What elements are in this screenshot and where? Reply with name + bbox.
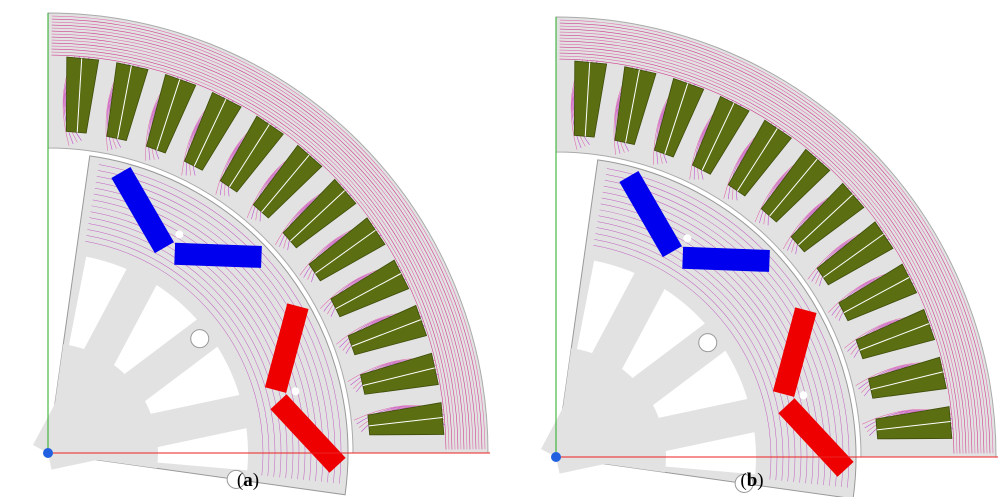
caption-letter: b bbox=[747, 470, 758, 491]
origin bbox=[43, 448, 53, 458]
panel bbox=[551, 17, 998, 497]
panel bbox=[43, 13, 490, 497]
caption-close: ) bbox=[253, 470, 259, 491]
caption-letter: a bbox=[243, 470, 253, 491]
origin bbox=[551, 452, 561, 462]
caption-close: ) bbox=[757, 470, 763, 491]
panel-caption: (b) bbox=[740, 470, 763, 491]
motor bbox=[551, 17, 998, 497]
panel-caption: (a) bbox=[237, 470, 259, 491]
figure: (a) (b) bbox=[0, 0, 998, 497]
motor bbox=[43, 13, 490, 497]
